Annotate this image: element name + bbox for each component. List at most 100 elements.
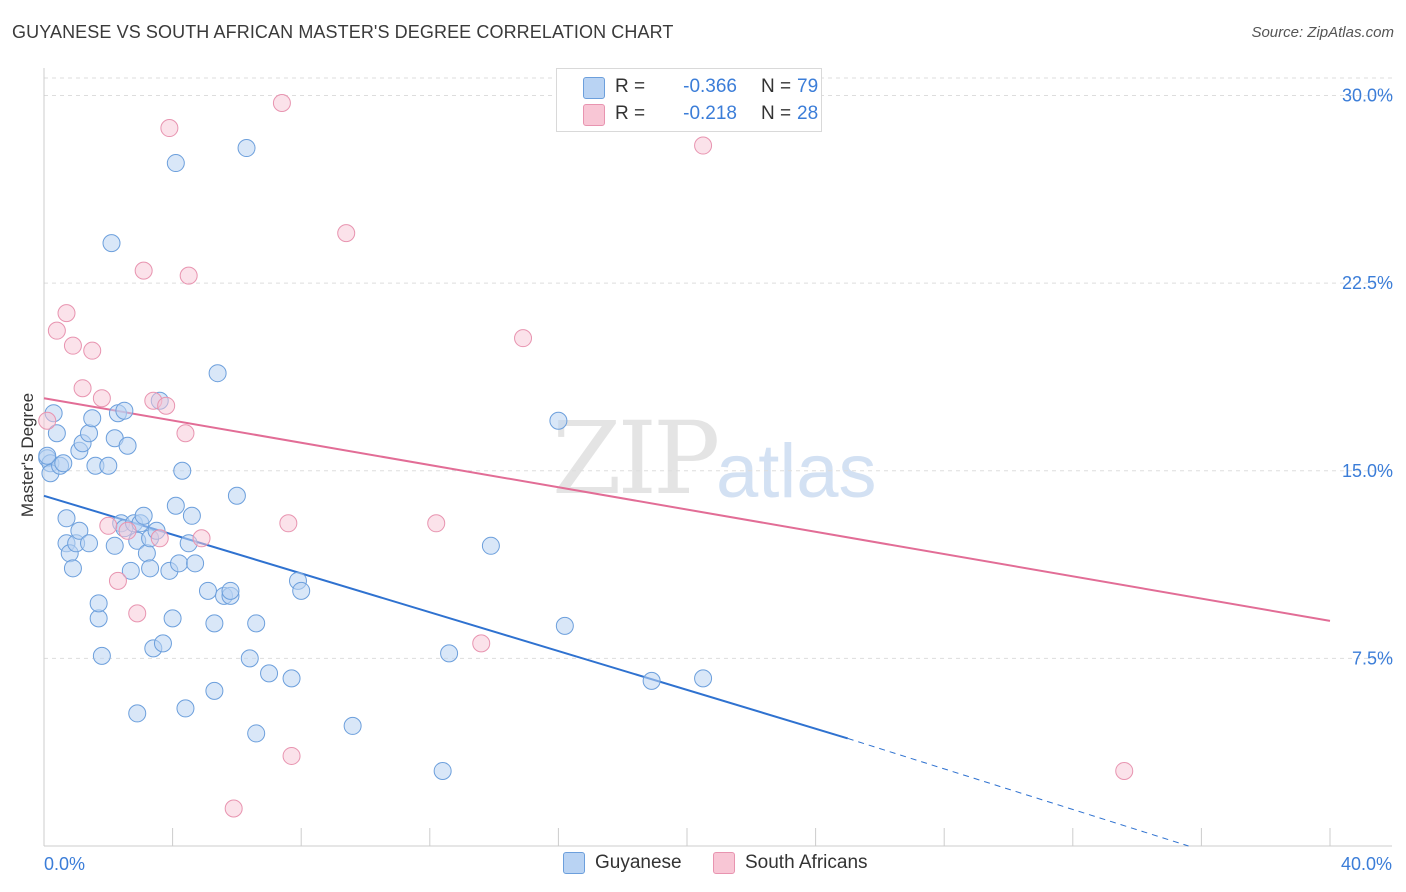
guyanese-point — [205, 681, 224, 700]
south-africans-point — [694, 136, 713, 155]
south-africans-point — [73, 379, 92, 398]
guyanese-point — [694, 669, 713, 688]
south-africans-point — [47, 321, 66, 340]
south-africans-point — [282, 746, 301, 765]
legend-n-value: 28 — [797, 103, 819, 124]
gridlines — [44, 77, 1392, 659]
guyanese-point — [440, 644, 459, 663]
south-africans-point — [192, 529, 211, 548]
south-africans-point — [160, 119, 179, 138]
legend-r-label: R = — [615, 76, 646, 97]
x-tick-label-end: 40.0% — [1341, 854, 1392, 874]
guyanese-trend — [43, 494, 1189, 847]
guyanese-point — [221, 581, 240, 600]
south-africans-point — [63, 336, 82, 355]
guyanese-point — [92, 646, 111, 665]
guyanese-point — [343, 716, 362, 735]
guyanese-point — [247, 614, 266, 633]
south-africans-point — [176, 424, 195, 443]
guyanese-point — [227, 486, 246, 505]
guyanese-point — [89, 594, 108, 613]
south-africans-point — [279, 514, 298, 533]
south-africans-point — [157, 396, 176, 415]
stats-legend: R = -0.366 N = 79 R = -0.218 N = 28 — [556, 68, 822, 132]
south-africans-point — [427, 514, 446, 533]
guyanese-point — [642, 671, 661, 690]
legend-n-label: N = — [761, 103, 792, 124]
watermark-atlas: atlas — [716, 429, 877, 514]
guyanese-trend-extension — [847, 737, 1189, 847]
y-tick-label: 15.0% — [1342, 461, 1393, 481]
guyanese-point — [38, 446, 57, 465]
guyanese-point — [141, 559, 160, 578]
guyanese-point — [240, 649, 259, 668]
guyanese-point — [47, 424, 66, 443]
bottom-legend-label: South Africans — [745, 852, 868, 873]
south-africans-point — [337, 224, 356, 243]
guyanese-point — [481, 536, 500, 555]
south-africans-trend — [43, 397, 1331, 622]
legend-swatch-pink — [583, 104, 605, 126]
guyanese-point — [163, 609, 182, 628]
guyanese-point — [555, 616, 574, 635]
south-africans-point — [150, 529, 169, 548]
south-africans-point — [38, 411, 57, 430]
source-label: Source: ZipAtlas.com — [1251, 24, 1394, 41]
guyanese-point — [57, 509, 76, 528]
guyanese-point — [134, 506, 153, 525]
y-axis-label: Master's Degree — [18, 392, 37, 518]
legend-swatch-blue — [583, 77, 605, 99]
south-africans-point — [134, 261, 153, 280]
guyanese-point — [105, 536, 124, 555]
guyanese-trend-line — [43, 494, 849, 740]
guyanese-point — [121, 561, 140, 580]
guyanese-point — [99, 456, 118, 475]
south-africans-point — [472, 634, 491, 653]
guyanese-point — [186, 554, 205, 573]
guyanese-point — [102, 234, 121, 253]
south-africans-point — [272, 94, 291, 113]
guyanese-point — [128, 704, 147, 723]
watermark-zip: ZIP — [552, 400, 720, 517]
guyanese-point — [115, 401, 134, 420]
south-africans-point — [99, 516, 118, 535]
south-africans-point — [514, 329, 533, 348]
bottom-legend-swatch-blue — [563, 852, 585, 874]
guyanese-point — [237, 139, 256, 158]
south-africans-point — [118, 521, 137, 540]
south-africans-point — [1115, 761, 1134, 780]
guyanese-point — [205, 614, 224, 633]
guyanese-point — [549, 411, 568, 430]
guyanese-point — [70, 521, 89, 540]
y-tick-label: 7.5% — [1352, 648, 1393, 668]
legend-r-value: -0.366 — [683, 76, 737, 97]
south-africans-point — [179, 266, 198, 285]
guyanese-point — [80, 534, 99, 553]
legend-r-label: R = — [615, 103, 646, 124]
axes — [43, 68, 1392, 847]
guyanese-point — [247, 724, 266, 743]
guyanese-point — [89, 609, 108, 628]
chart-title: GUYANESE VS SOUTH AFRICAN MASTER'S DEGRE… — [12, 22, 674, 42]
guyanese-point — [170, 554, 189, 573]
guyanese-point — [282, 669, 301, 688]
south-africans-point — [224, 799, 243, 818]
south-africans-points — [38, 94, 1134, 818]
guyanese-point — [176, 699, 195, 718]
guyanese-point — [433, 761, 452, 780]
south-africans-point — [108, 571, 127, 590]
guyanese-point — [166, 154, 185, 173]
guyanese-point — [54, 454, 73, 473]
legend-r-value: -0.218 — [683, 103, 737, 124]
y-tick-label: 22.5% — [1342, 273, 1393, 293]
guyanese-point — [292, 581, 311, 600]
guyanese-point — [198, 581, 217, 600]
bottom-legend-label: Guyanese — [595, 852, 682, 873]
south-africans-point — [57, 304, 76, 323]
legend-n-label: N = — [761, 76, 792, 97]
guyanese-point — [260, 664, 279, 683]
guyanese-point — [173, 461, 192, 480]
bottom-legend-swatch-pink — [713, 852, 735, 874]
x-tick-label-start: 0.0% — [44, 854, 85, 874]
guyanese-points — [38, 139, 713, 780]
